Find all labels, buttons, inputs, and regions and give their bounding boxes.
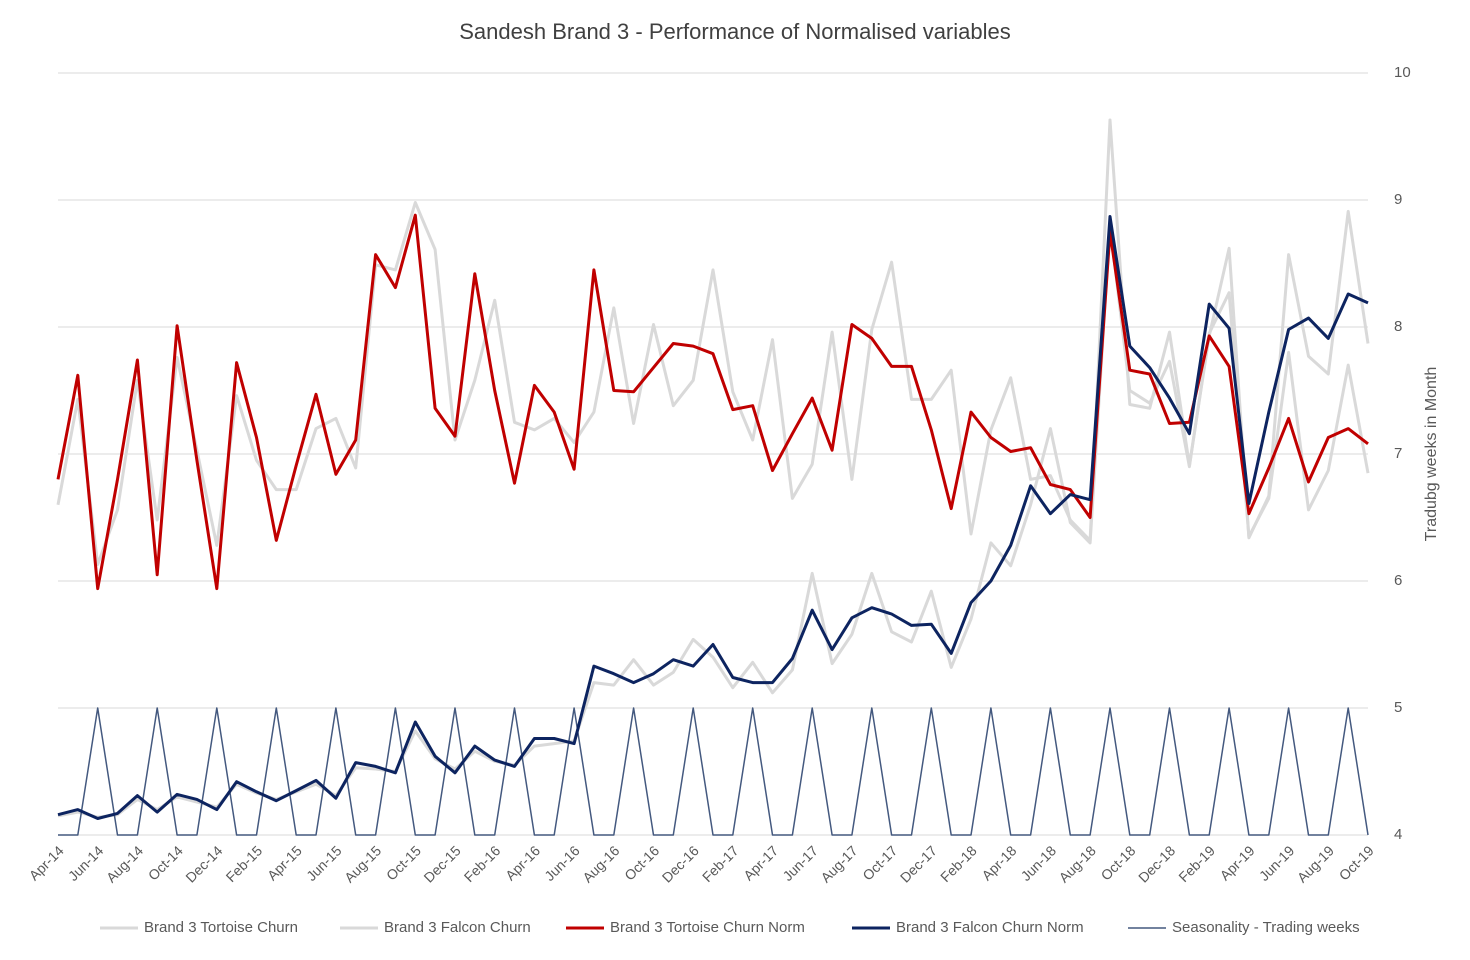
x-tick-label: Aug-16 — [579, 842, 622, 885]
x-tick-label: Oct-19 — [1336, 842, 1377, 883]
x-tick-label: Apr-18 — [978, 842, 1019, 883]
x-tick-label: Aug-14 — [103, 842, 146, 885]
x-tick-label: Jun-17 — [779, 842, 821, 884]
x-tick-label: Aug-19 — [1294, 842, 1337, 885]
y-tick-label: 9 — [1394, 191, 1402, 208]
series-line — [58, 707, 1369, 836]
x-tick-label: Feb-15 — [223, 842, 266, 885]
legend-label: Seasonality - Trading weeks — [1172, 919, 1360, 936]
x-tick-label: Dec-18 — [1135, 842, 1178, 885]
x-tick-label: Feb-18 — [937, 842, 980, 885]
x-tick-label: Jun-18 — [1018, 842, 1060, 884]
x-tick-label: Oct-18 — [1098, 842, 1139, 883]
x-tick-label: Jun-19 — [1256, 842, 1298, 884]
x-tick-label: Oct-14 — [145, 842, 186, 883]
x-tick-label: Feb-17 — [699, 842, 742, 885]
x-tick-label: Dec-17 — [897, 842, 940, 885]
x-tick-label: Dec-16 — [659, 842, 702, 885]
y-tick-label: 8 — [1394, 318, 1402, 335]
legend-label: Brand 3 Falcon Churn — [384, 919, 531, 936]
x-tick-label: Aug-17 — [817, 842, 860, 885]
chart-title: Sandesh Brand 3 - Performance of Normali… — [459, 19, 1011, 44]
series-line — [57, 215, 1369, 820]
y-tick-label: 7 — [1394, 445, 1402, 462]
legend-label: Brand 3 Tortoise Churn Norm — [610, 919, 805, 936]
series-line — [57, 223, 1370, 819]
x-tick-label: Apr-15 — [264, 842, 305, 883]
x-tick-label: Jun-16 — [541, 842, 583, 884]
x-tick-label: Feb-16 — [461, 842, 504, 885]
y-tick-label: 6 — [1394, 572, 1402, 589]
x-tick-label: Aug-15 — [341, 842, 384, 885]
legend-label: Brand 3 Tortoise Churn — [144, 919, 298, 936]
x-tick-label: Oct-15 — [383, 842, 424, 883]
x-tick-label: Oct-17 — [859, 842, 900, 883]
x-tick-label: Apr-17 — [740, 842, 781, 883]
legend-label: Brand 3 Falcon Churn Norm — [896, 919, 1084, 936]
series-line — [56, 118, 1370, 566]
x-tick-label: Aug-18 — [1056, 842, 1099, 885]
x-tick-label: Apr-16 — [502, 842, 543, 883]
y-axis-label: Tradubg weeks in Month — [1423, 367, 1440, 542]
x-tick-label: Feb-19 — [1175, 842, 1218, 885]
y-tick-label: 10 — [1394, 64, 1411, 81]
x-tick-label: Dec-15 — [420, 842, 463, 885]
x-tick-label: Apr-19 — [1217, 842, 1258, 883]
y-tick-label: 4 — [1394, 826, 1402, 843]
x-tick-label: Oct-16 — [621, 842, 662, 883]
y-tick-label: 5 — [1394, 699, 1402, 716]
x-tick-label: Dec-14 — [182, 842, 225, 885]
x-tick-label: Jun-15 — [303, 842, 345, 884]
x-tick-label: Apr-14 — [26, 842, 67, 883]
series-line — [56, 213, 1369, 591]
x-tick-label: Jun-14 — [65, 842, 107, 884]
